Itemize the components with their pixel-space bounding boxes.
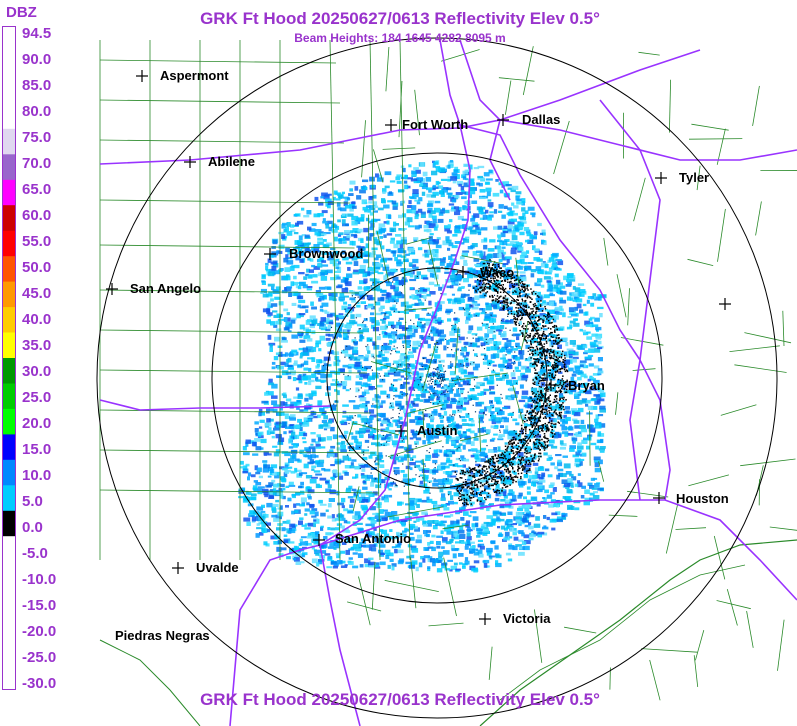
city-marker-icon	[545, 379, 557, 391]
legend-swatch	[3, 663, 15, 690]
legend-swatch	[3, 536, 15, 563]
city-label-brownwood: Brownwood	[289, 246, 364, 261]
legend-swatch	[3, 307, 15, 334]
city-label-austin: Austin	[417, 423, 458, 438]
legend-label: 90.0	[22, 51, 52, 68]
legend-label: -20.0	[22, 623, 57, 640]
city-marker-icon	[313, 534, 325, 546]
legend-label: 65.0	[22, 181, 52, 198]
legend-swatch	[3, 179, 15, 206]
city-marker-icon	[264, 248, 276, 260]
highways	[99, 39, 797, 726]
city-marker-icon	[395, 425, 407, 437]
city-label-houston: Houston	[676, 491, 729, 506]
legend-swatches	[3, 27, 15, 690]
map-title: GRK Ft Hood 20250627/0613 Reflectivity E…	[200, 9, 600, 28]
legend-swatch	[3, 612, 15, 639]
legend-label: 10.0	[22, 467, 52, 484]
legend-label: 35.0	[22, 337, 52, 354]
legend-swatch	[3, 383, 15, 410]
legend-swatch	[3, 587, 15, 614]
city-marker-icon	[385, 119, 397, 131]
legend-swatch	[3, 434, 15, 461]
beam-heights-subtitle: Beam Heights: 184 1645 4282 8095 m	[294, 31, 506, 45]
city-marker-icon	[457, 266, 469, 278]
city-label-san-antonio: San Antonio	[335, 531, 412, 546]
legend-swatch	[3, 27, 15, 53]
city-marker-icon	[719, 298, 731, 310]
legend-label: 85.0	[22, 77, 52, 94]
legend-label: -10.0	[22, 571, 57, 588]
legend-swatch	[3, 154, 15, 181]
legend-label: 60.0	[22, 207, 52, 224]
legend-label: -25.0	[22, 649, 57, 666]
city-marker-icon	[479, 613, 491, 625]
legend-label: 40.0	[22, 311, 52, 328]
legend-label: -5.0	[22, 545, 48, 562]
legend-label: -30.0	[22, 675, 57, 692]
legend-swatch	[3, 230, 15, 257]
legend-swatch	[3, 103, 15, 130]
legend-label: 70.0	[22, 155, 52, 172]
legend-title: DBZ	[6, 4, 37, 21]
city-label-waco: Waco	[480, 265, 515, 280]
legend-swatch	[3, 459, 15, 486]
legend-swatch	[3, 561, 15, 588]
legend-swatch	[3, 77, 15, 104]
legend-label: 75.0	[22, 129, 52, 146]
city-label-dallas: Dallas	[522, 112, 561, 127]
legend-swatch	[3, 408, 15, 435]
city-marker-icon	[653, 492, 665, 504]
legend-swatch	[3, 510, 15, 537]
legend-label: 15.0	[22, 441, 52, 458]
legend-swatch	[3, 281, 15, 308]
city-label-piedras-negras: Piedras Negras	[115, 628, 210, 643]
legend-swatch	[3, 52, 15, 79]
legend-label: 94.5	[22, 25, 52, 42]
city-label-victoria: Victoria	[503, 611, 551, 626]
city-marker-icon	[497, 114, 509, 126]
map-title-bottom: GRK Ft Hood 20250627/0613 Reflectivity E…	[200, 690, 600, 709]
legend-swatch	[3, 205, 15, 232]
legend-label: 50.0	[22, 259, 52, 276]
legend-label: 80.0	[22, 103, 52, 120]
city-marker-icon	[136, 70, 148, 82]
legend-label: -15.0	[22, 597, 57, 614]
legend-swatch	[3, 128, 15, 155]
legend-label: 45.0	[22, 285, 52, 302]
city-label-san-angelo: San Angelo	[130, 281, 202, 296]
dbz-color-legend: DBZ 94.5 90.0 85.0 80.0 75.0 70.0 65.0 60.0 55.0…	[0, 0, 56, 726]
legend-swatch	[3, 256, 15, 283]
city-marker-icon	[106, 283, 118, 295]
county-boundaries	[99, 39, 797, 726]
city-label-tyler: Tyler	[679, 170, 710, 185]
legend-swatch	[3, 332, 15, 359]
reflectivity-echoes	[238, 160, 607, 573]
legend-swatch	[3, 485, 15, 512]
legend-swatch	[3, 638, 15, 665]
legend-label: 30.0	[22, 363, 52, 380]
city-label-aspermont: Aspermont	[160, 68, 229, 83]
city-marker-icon	[655, 172, 667, 184]
legend-label: 25.0	[22, 389, 52, 406]
legend-label: 5.0	[22, 493, 43, 510]
range-rings	[96, 37, 778, 719]
legend-label: 20.0	[22, 415, 52, 432]
city-label-bryan: Bryan	[568, 378, 605, 393]
city-label-uvalde: Uvalde	[196, 560, 239, 575]
legend-swatch	[3, 358, 15, 384]
legend-color-bar	[2, 26, 16, 690]
city-label-abilene: Abilene	[208, 154, 255, 169]
legend-label: 0.0	[22, 519, 43, 536]
city-markers	[106, 70, 731, 625]
legend-label: 55.0	[22, 233, 52, 250]
city-label-fort-worth: Fort Worth	[402, 117, 469, 132]
city-marker-icon	[184, 156, 196, 168]
city-marker-icon	[172, 562, 184, 574]
